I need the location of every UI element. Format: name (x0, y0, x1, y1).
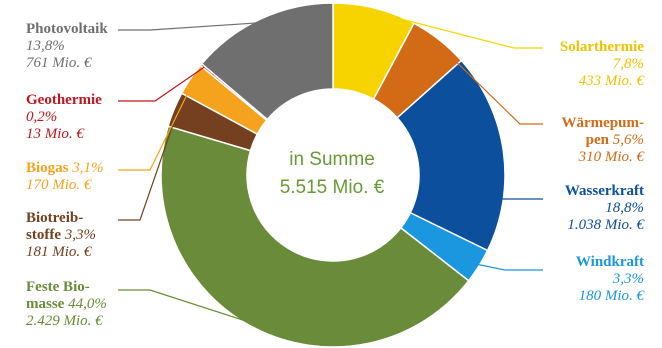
label-pct: 5,6% (612, 132, 644, 148)
slice-photovoltaik (200, 2, 334, 121)
label-pct: 44,0% (68, 296, 107, 312)
label-value: 2.429 Mio. € (26, 313, 103, 329)
label-pct: 3,1% (72, 160, 104, 176)
label-value: 310 Mio. € (578, 149, 644, 165)
label-biotreibstoffe: Biotreib- stoffe 3,3% 181 Mio. € (26, 210, 96, 261)
label-geothermie: Geothermie 0,2% 13 Mio. € (26, 92, 102, 143)
center-label-line2: 5.515 Mio. € (279, 177, 385, 198)
label-windkraft: Windkraft 3,3% 180 Mio. € (576, 254, 644, 305)
label-pct: 18,8% (605, 200, 644, 216)
leader-line (118, 110, 179, 221)
label-name: Wärmepum- (561, 115, 645, 131)
slice-wasserkraft (396, 59, 506, 252)
label-pct: 7,8% (612, 56, 644, 72)
label-name: Geothermie (26, 92, 102, 108)
label-value: 761 Mio. € (26, 55, 92, 71)
label-value: 433 Mio. € (578, 73, 644, 89)
label-value: 170 Mio. € (26, 177, 92, 193)
label-pct: 3,3% (612, 271, 644, 287)
label-solarthermie: Solarthermie 7,8% 433 Mio. € (560, 39, 644, 90)
leader-line (118, 289, 257, 325)
label-value: 180 Mio. € (578, 288, 644, 304)
label-wasserkraft: Wasserkraft 18,8% 1.038 Mio. € (565, 183, 644, 234)
donut-hole (247, 89, 419, 261)
leader-line (498, 152, 543, 200)
leader-line (118, 66, 205, 102)
label-pct: 13,8% (26, 38, 65, 54)
label-value: 13 Mio. € (26, 126, 84, 142)
label-name: Biotreib- (26, 210, 84, 226)
label-value: 1.038 Mio. € (567, 217, 644, 233)
center-label: in Summe 5.515 Mio. € (247, 146, 417, 202)
label-pct: 0,2% (26, 109, 58, 125)
label-name-2: masse (26, 296, 65, 312)
leader-line (475, 263, 543, 271)
label-pct: 3,3% (64, 227, 96, 243)
leader-line (436, 42, 543, 125)
label-photovoltaik: Photovoltaik 13,8% 761 Mio. € (26, 21, 108, 72)
slice-festebiomasse (160, 125, 470, 348)
leader-lines (118, 11, 543, 325)
label-name: Solarthermie (559, 39, 644, 55)
leader-line (118, 21, 263, 31)
center-label-line1: in Summe (289, 149, 375, 170)
label-name: Wasserkraft (564, 183, 644, 199)
leader-line (373, 11, 543, 49)
label-name: Windkraft (575, 254, 644, 270)
label-name: Biogas (26, 160, 69, 176)
label-waermepumpen: Wärmepum- pen 5,6% 310 Mio. € (562, 115, 645, 166)
label-name-2: stoffe (26, 227, 61, 243)
label-biogas: Biogas 3,1% 170 Mio. € (26, 160, 104, 194)
label-feste-biomasse: Feste Bio- masse 44,0% 2.429 Mio. € (26, 279, 107, 330)
donut-slices (160, 2, 506, 348)
label-name: Photovoltaik (26, 21, 108, 37)
leader-line (118, 80, 195, 171)
label-name-2: pen (585, 132, 609, 148)
label-name: Feste Bio- (26, 279, 90, 295)
label-value: 181 Mio. € (26, 244, 92, 260)
